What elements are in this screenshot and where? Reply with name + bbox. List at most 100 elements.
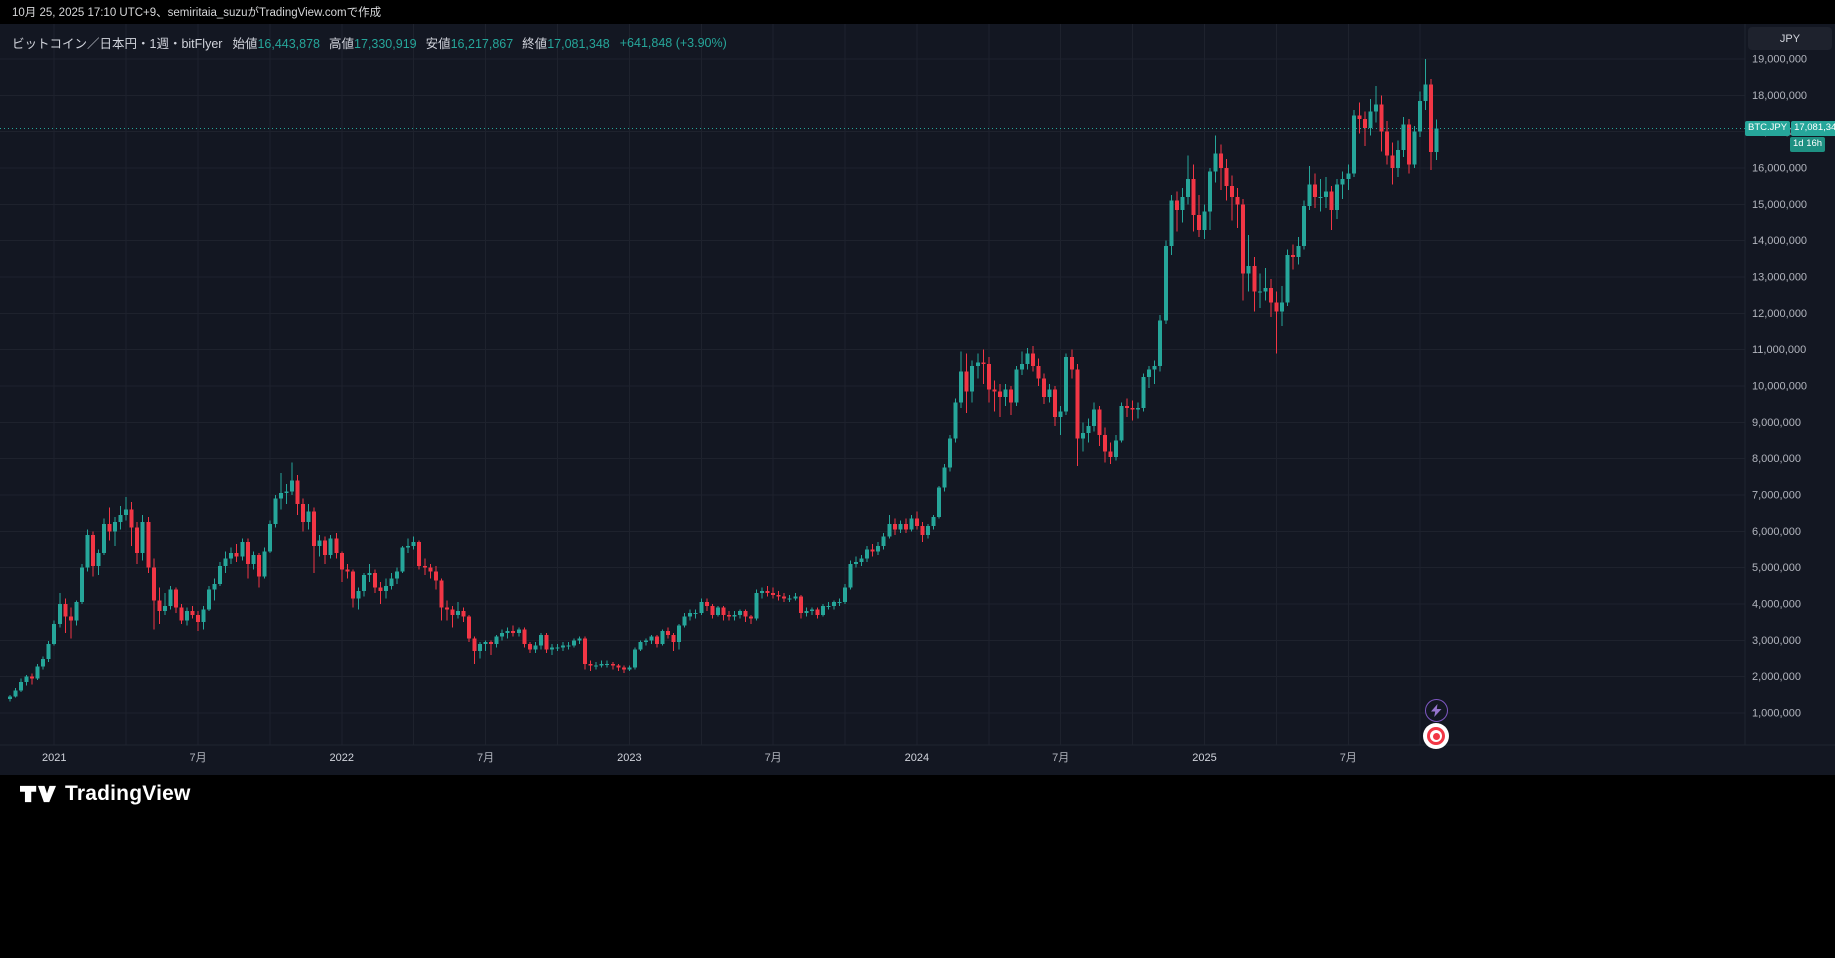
- candle-body: [162, 605, 167, 612]
- candle-body: [1086, 425, 1091, 434]
- lightning-icon: [1430, 704, 1441, 717]
- candle-body: [306, 511, 311, 523]
- record-button[interactable]: [1423, 723, 1449, 749]
- candle-body: [588, 663, 593, 666]
- boost-button[interactable]: [1424, 699, 1448, 722]
- price-scale-label: 6,000,000: [1752, 526, 1801, 538]
- candle-body: [500, 633, 505, 637]
- currency-toggle-button[interactable]: JPY: [1748, 27, 1832, 50]
- candle-body: [843, 587, 848, 603]
- candle-body: [710, 605, 715, 615]
- candle-body: [1091, 409, 1096, 426]
- candle-body: [937, 487, 942, 517]
- time-axis-label: 7月: [189, 752, 206, 764]
- candle-body: [41, 659, 46, 667]
- candle-body: [1351, 115, 1356, 174]
- candle-body: [1158, 320, 1163, 366]
- ohlc-high: 高値17,330,919: [329, 37, 417, 51]
- candle-body: [1108, 451, 1113, 457]
- candle-body: [30, 676, 35, 679]
- candle-body: [959, 371, 964, 403]
- candle-body: [964, 371, 969, 392]
- candle-body: [229, 553, 234, 559]
- candle-body: [1147, 369, 1152, 377]
- candle-body: [903, 524, 908, 530]
- candle-body: [1235, 197, 1240, 205]
- candle-body: [533, 645, 538, 650]
- candle-body: [212, 583, 217, 590]
- price-scale-label: 8,000,000: [1752, 453, 1801, 465]
- candle-body: [1191, 178, 1196, 216]
- price-scale-label: 11,000,000: [1752, 344, 1806, 356]
- last-price-badge: 17,081,348: [1791, 120, 1835, 136]
- candle-body: [334, 538, 339, 554]
- candle-body: [837, 602, 842, 604]
- candle-body: [1097, 409, 1102, 436]
- chart-pane[interactable]: 19,000,00018,000,00017,000,00016,000,000…: [0, 24, 1835, 775]
- tradingview-logo[interactable]: TradingView: [20, 782, 191, 806]
- price-scale-label: 5,000,000: [1752, 562, 1801, 574]
- candle-body: [179, 607, 184, 621]
- candle-body: [1379, 104, 1384, 132]
- candle-body: [350, 571, 355, 599]
- tradingview-mark-icon: [20, 785, 56, 803]
- candle-body: [1390, 155, 1395, 168]
- candle-body: [196, 614, 201, 623]
- candle-body: [572, 640, 577, 646]
- candle-body: [1025, 353, 1030, 365]
- candle-body: [715, 607, 720, 615]
- candle-body: [79, 567, 84, 603]
- candle-body: [52, 623, 57, 644]
- candle-body: [323, 540, 328, 555]
- candle-body: [566, 645, 571, 647]
- candle-body: [549, 647, 554, 650]
- time-axis-label: 7月: [1052, 752, 1069, 764]
- candle-body: [102, 524, 107, 554]
- candle-body: [1208, 171, 1213, 212]
- candle-body: [865, 549, 870, 559]
- candle-body: [544, 634, 549, 650]
- candle-body: [168, 589, 173, 606]
- candle-body: [472, 638, 477, 652]
- price-scale-label: 1,000,000: [1752, 707, 1801, 719]
- candle-body: [74, 602, 79, 621]
- candle-body: [240, 542, 245, 557]
- candle-body: [466, 616, 471, 639]
- price-scale-label: 12,000,000: [1752, 308, 1807, 320]
- tradingview-wordmark: TradingView: [65, 782, 191, 805]
- candle-body: [1114, 440, 1118, 457]
- candle-body: [1346, 173, 1351, 179]
- candle-body: [1324, 191, 1329, 198]
- candle-body: [522, 629, 527, 644]
- price-scale-label: 9,000,000: [1752, 417, 1801, 429]
- candle-body: [726, 614, 731, 617]
- candle-body: [970, 365, 975, 392]
- candle-body: [1429, 84, 1434, 153]
- candle-body: [1180, 197, 1185, 210]
- candle-body: [898, 524, 903, 530]
- candle-body: [1373, 104, 1378, 112]
- time-scale[interactable]: [0, 745, 1745, 775]
- candle-body: [749, 616, 754, 619]
- candle-body: [638, 642, 643, 650]
- candle-body: [671, 634, 676, 643]
- candle-body: [1340, 178, 1345, 185]
- candle-body: [616, 665, 621, 668]
- chart-area: 19,000,00018,000,00017,000,00016,000,000…: [0, 24, 1835, 775]
- candle-body: [295, 480, 300, 505]
- chart-action-buttons: [1423, 699, 1449, 749]
- candle-body: [400, 547, 405, 572]
- candle-body: [649, 636, 654, 641]
- candle-body: [820, 605, 825, 615]
- time-axis-label: 7月: [477, 752, 494, 764]
- candle-body: [1357, 115, 1362, 119]
- candle-body: [1246, 266, 1251, 274]
- price-scale-label: 2,000,000: [1752, 671, 1801, 683]
- candle-body: [975, 362, 980, 366]
- candle-body: [256, 554, 261, 577]
- candle-body: [35, 666, 40, 679]
- symbol-description[interactable]: ビットコイン／日本円・1週・bitFlyer: [12, 37, 223, 51]
- candle-body: [140, 522, 145, 554]
- candle-body: [1169, 200, 1174, 247]
- candle-body: [787, 598, 792, 600]
